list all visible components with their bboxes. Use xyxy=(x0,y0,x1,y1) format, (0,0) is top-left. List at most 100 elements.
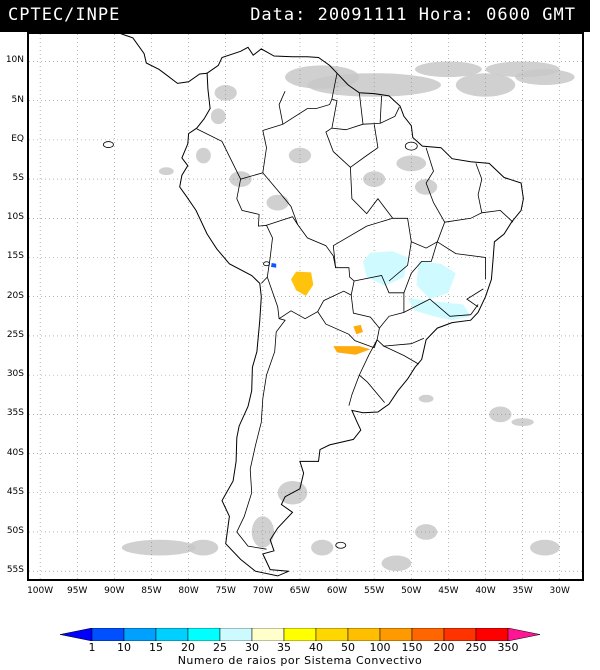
longitude-label: 75W xyxy=(215,586,236,596)
cloud-patch xyxy=(530,539,560,556)
cloud-patch xyxy=(381,555,412,572)
colorbar-segment xyxy=(187,628,221,641)
colorbar-tick-label: 250 xyxy=(465,641,487,654)
source-label: CPTEC/INPE xyxy=(8,5,121,25)
cloud-patch xyxy=(196,147,211,164)
colorbar-tick-label: 20 xyxy=(181,641,195,654)
colorbar-tick-label: 40 xyxy=(309,641,323,654)
map-header: CPTEC/INPE Data: 20091111 Hora: 0600 GMT xyxy=(0,0,590,32)
longitude-label: 95W xyxy=(67,586,88,596)
latitude-label: 20S xyxy=(6,290,24,301)
border-line xyxy=(403,298,479,317)
cloud-patch xyxy=(396,155,427,172)
border-line xyxy=(475,163,483,213)
colorbar-tick-label: 100 xyxy=(369,641,391,654)
longitude-label: 55W xyxy=(363,586,385,596)
colorbar-segment xyxy=(283,628,317,641)
colorbar-segment xyxy=(251,628,285,641)
colorbar-tick-label: 200 xyxy=(433,641,455,654)
colorbar-tick-label: 15 xyxy=(149,641,163,654)
border-line xyxy=(317,295,380,349)
convective-system-light-cyan-region-east xyxy=(416,261,456,300)
colorbar-segment xyxy=(219,628,253,641)
colorbar-segment xyxy=(411,628,445,641)
map-frame xyxy=(27,32,584,581)
convective-system-orange-paraguay-south xyxy=(333,346,371,355)
latitude-label: 15S xyxy=(6,251,24,262)
colorbar xyxy=(60,628,540,641)
convective-system-orange-paraguay-north xyxy=(353,324,363,335)
longitude-label: 85W xyxy=(141,586,162,596)
longitude-label: 100W xyxy=(27,586,54,596)
colorbar-segment xyxy=(315,628,349,641)
border-line xyxy=(282,98,333,125)
cloud-patch xyxy=(158,167,174,176)
cloud-patch xyxy=(414,524,438,540)
latitude-label: 10S xyxy=(6,212,24,223)
convective-system-blue-titicaca xyxy=(271,263,277,268)
border-line xyxy=(437,241,486,280)
convective-system-light-cyan-region-north xyxy=(363,251,408,286)
border-line xyxy=(332,217,412,282)
cloud-patch xyxy=(188,539,219,556)
colorbar-segment xyxy=(123,628,157,641)
cloud-patch xyxy=(210,108,226,125)
longitude-label: 50W xyxy=(401,586,422,596)
longitude-label: 30W xyxy=(549,586,570,596)
colorbar-tick-label: 1 xyxy=(88,641,96,654)
colorbar-segment xyxy=(91,628,125,641)
border-line xyxy=(358,92,364,125)
border-line xyxy=(236,179,273,284)
colorbar-tick-label: 350 xyxy=(497,641,519,654)
latitude-label: 5N xyxy=(11,94,24,105)
convective-system-light-cyan-region-southeast xyxy=(407,298,471,321)
colorbar-segment xyxy=(475,628,509,641)
colorbar-tick-label: 150 xyxy=(401,641,423,654)
border-line xyxy=(266,216,355,320)
border-line xyxy=(331,100,400,131)
cloud-patch xyxy=(311,539,334,556)
border-line xyxy=(444,209,514,223)
titicaca-lake xyxy=(263,261,270,267)
colorbar-tick-label: 50 xyxy=(341,641,355,654)
longitude-label: 40W xyxy=(475,586,496,596)
cloud-patch xyxy=(288,147,312,164)
border-line xyxy=(349,124,394,219)
border-line xyxy=(354,275,404,294)
border-line xyxy=(411,241,438,249)
colorbar-title: Numero de raios por Sistema Convectivo xyxy=(177,654,423,667)
central-america-outline xyxy=(120,34,208,84)
latitude-label: 25S xyxy=(6,329,24,340)
latitude-label: 45S xyxy=(6,486,24,497)
longitude-label: 70W xyxy=(252,586,273,596)
latitude-label: 40S xyxy=(6,447,24,458)
latitude-label: 50S xyxy=(6,525,24,536)
galapagos-islands xyxy=(103,141,114,148)
map-canvas xyxy=(29,34,582,579)
border-line xyxy=(379,95,382,124)
colorbar-segment xyxy=(507,628,540,641)
border-line xyxy=(382,337,425,365)
border-line xyxy=(466,288,484,308)
colorbar-tick-label: 30 xyxy=(245,641,259,654)
cloud-patch xyxy=(414,61,482,78)
cloud-patch xyxy=(251,516,274,548)
latitude-label: 10N xyxy=(5,55,24,66)
cloud-patch xyxy=(418,394,434,403)
latitude-label: 5S xyxy=(12,173,24,184)
colorbar-tick-label: 35 xyxy=(277,641,291,654)
border-line xyxy=(262,172,299,225)
longitude-label: 90W xyxy=(104,586,125,596)
latitude-label: 30S xyxy=(6,369,24,380)
cloud-patch xyxy=(455,73,516,97)
colorbar-tick-label: 25 xyxy=(213,641,227,654)
cloud-patch xyxy=(266,194,289,211)
convective-system-yellow-orange-bolivia xyxy=(291,271,314,296)
falkland-islands xyxy=(335,541,347,549)
longitude-label: 80W xyxy=(178,586,199,596)
latitude-label: 55S xyxy=(6,565,24,576)
cloud-patch xyxy=(307,73,441,97)
border-line xyxy=(358,339,385,403)
border-line xyxy=(348,374,360,406)
border-line xyxy=(379,292,405,329)
